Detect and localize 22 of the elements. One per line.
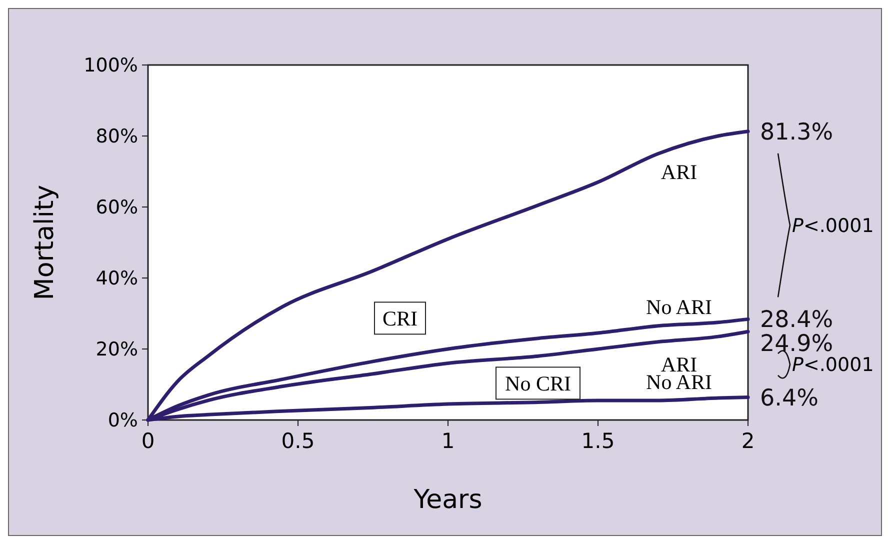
y-tick-label: 60% [96,196,138,219]
x-tick-label: 1.5 [581,429,615,453]
y-tick-label: 40% [96,268,138,290]
series-label: ARI [660,160,698,184]
y-tick-label: 80% [96,126,138,148]
series-label: ARI [660,352,698,376]
y-tick-label: 20% [96,338,138,361]
x-tick-label: 0.5 [281,429,315,453]
x-axis-title: Years [412,485,482,515]
series-label: No ARI [646,295,712,320]
x-tick-label: 2 [741,429,755,453]
data-label: 6.4% [760,385,818,412]
x-tick-label: 1 [441,429,455,453]
y-axis-title: Mortality [30,184,60,300]
x-tick-label: 0 [141,429,155,453]
text: P<.0001 [792,214,874,237]
y-tick-label: 0% [108,410,138,432]
annotation: CRI [382,306,418,331]
annotation: No CRI [505,372,571,396]
data-label: 28.4% [760,307,834,334]
data-label: 81.3% [760,119,834,146]
y-tick-label: 100% [84,54,138,77]
